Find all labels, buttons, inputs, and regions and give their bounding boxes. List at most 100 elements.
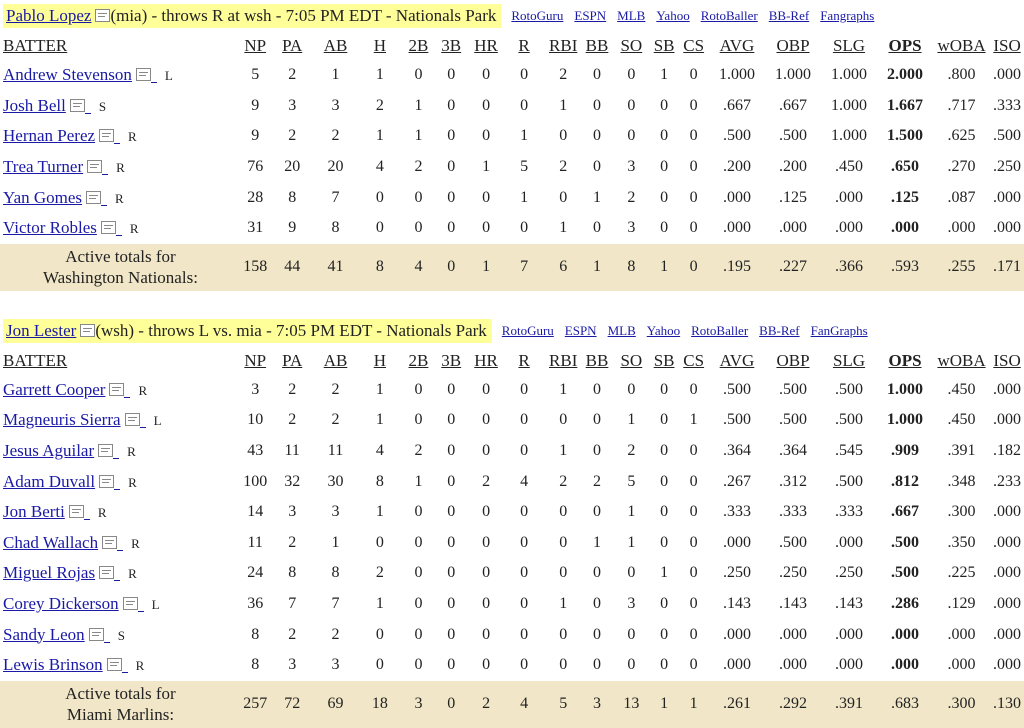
site-link-rotoguru[interactable]: RotoGuru	[501, 322, 554, 338]
column-header-iso[interactable]: ISO	[993, 36, 1021, 55]
column-header-3b[interactable]: 3B	[441, 36, 462, 55]
column-header-bb[interactable]: BB	[585, 36, 609, 55]
site-link-bbref[interactable]: BB-Ref	[768, 8, 810, 23]
stat-r: 1	[520, 127, 529, 145]
notes-icon[interactable]	[122, 597, 138, 611]
column-header-so[interactable]: SO	[620, 350, 643, 370]
notes-icon[interactable]	[86, 190, 102, 204]
column-header-sb[interactable]: SB	[653, 350, 675, 370]
notes-icon[interactable]	[80, 323, 96, 337]
site-link-fangraphs[interactable]: FanGraphs	[810, 322, 868, 338]
column-header-r[interactable]: R	[518, 350, 530, 370]
notes-icon[interactable]	[88, 627, 104, 641]
notes-icon[interactable]	[87, 160, 103, 174]
notes-icon[interactable]	[109, 382, 125, 396]
pitcher-name-link[interactable]: Jon Lester	[6, 320, 77, 340]
column-header-obp[interactable]: OBP	[776, 350, 810, 370]
batter-name-link[interactable]: Corey Dickerson	[3, 594, 119, 614]
column-header-woba[interactable]: wOBA	[937, 36, 986, 55]
column-header-avg[interactable]: AVG	[719, 36, 755, 55]
pitcher-name-link[interactable]: Pablo Lopez	[6, 6, 92, 25]
column-header-3b[interactable]: 3B	[441, 350, 462, 370]
notes-icon[interactable]	[98, 444, 114, 458]
stat-cs: 0	[689, 595, 698, 613]
column-header-iso[interactable]: ISO	[993, 350, 1021, 370]
site-link-espn[interactable]: ESPN	[574, 8, 607, 23]
notes-icon[interactable]	[99, 129, 115, 143]
stat-avg: .143	[723, 595, 751, 613]
batter-cell: Andrew Stevenson L	[0, 60, 241, 91]
notes-icon[interactable]	[124, 413, 140, 427]
column-header-rbi[interactable]: RBI	[549, 350, 578, 370]
column-header-h[interactable]: H	[373, 36, 387, 55]
batter-name-link[interactable]: Lewis Brinson	[3, 655, 103, 675]
notes-icon[interactable]	[102, 535, 118, 549]
column-header-np[interactable]: NP	[244, 36, 267, 55]
column-header-ab[interactable]: AB	[323, 36, 348, 55]
column-header-woba[interactable]: wOBA	[937, 350, 986, 370]
notes-icon[interactable]	[135, 68, 151, 82]
column-header-slg[interactable]: SLG	[832, 350, 866, 370]
column-header-2b[interactable]: 2B	[408, 350, 429, 370]
batter-name-link[interactable]: Josh Bell	[3, 95, 66, 115]
site-link-bbref[interactable]: BB-Ref	[759, 322, 800, 338]
column-header-ops[interactable]: OPS	[888, 36, 922, 55]
site-link-fangraphs[interactable]: Fangraphs	[820, 8, 875, 23]
column-header-pa[interactable]: PA	[282, 36, 303, 55]
batter-name-link[interactable]: Victor Robles	[3, 218, 97, 238]
column-header-hr[interactable]: HR	[474, 350, 498, 370]
column-header-bb[interactable]: BB	[585, 350, 609, 370]
notes-icon[interactable]	[99, 474, 115, 488]
column-header-np[interactable]: NP	[244, 350, 267, 370]
column-header-ops[interactable]: OPS	[888, 350, 922, 370]
batter-name-link[interactable]: Magneuris Sierra	[3, 410, 121, 430]
column-header-batter[interactable]: BATTER	[3, 36, 68, 55]
stat-iso: .233	[993, 472, 1022, 490]
column-header-obp[interactable]: OBP	[776, 36, 810, 55]
column-header-h[interactable]: H	[373, 350, 387, 370]
column-header-2b[interactable]: 2B	[408, 36, 429, 55]
notes-icon[interactable]	[99, 566, 115, 580]
site-link-rotoguru[interactable]: RotoGuru	[511, 8, 564, 23]
column-header-cs[interactable]: CS	[683, 350, 705, 370]
batter-name-link[interactable]: Chad Wallach	[3, 532, 99, 552]
site-link-rotoballer[interactable]: RotoBaller	[691, 322, 749, 338]
notes-icon[interactable]	[68, 505, 84, 519]
batter-name-link[interactable]: Adam Duvall	[3, 471, 96, 491]
batter-name-link[interactable]: Andrew Stevenson	[3, 65, 132, 85]
site-link-yahoo[interactable]: Yahoo	[656, 8, 690, 23]
site-link-espn[interactable]: ESPN	[564, 322, 597, 338]
batter-name-link[interactable]: Miguel Rojas	[3, 563, 96, 583]
notes-icon[interactable]	[69, 98, 85, 112]
column-header-hr[interactable]: HR	[474, 36, 498, 55]
notes-icon[interactable]	[106, 658, 122, 672]
column-header-pa[interactable]: PA	[282, 350, 303, 370]
batter-name-link[interactable]: Yan Gomes	[3, 187, 83, 207]
column-header-cs[interactable]: CS	[683, 36, 705, 55]
site-link-yahoo[interactable]: Yahoo	[646, 322, 681, 338]
stat-hr: 0	[482, 503, 491, 521]
stat-pa: 3	[288, 503, 297, 521]
site-link-mlb[interactable]: MLB	[607, 322, 636, 338]
column-header-ab[interactable]: AB	[323, 350, 348, 370]
column-header-batter[interactable]: BATTER	[3, 350, 68, 370]
batter-name-link[interactable]: Jon Berti	[3, 502, 65, 522]
batter-name-link[interactable]: Trea Turner	[3, 157, 84, 177]
column-header-avg[interactable]: AVG	[719, 350, 755, 370]
stat-slg: .500	[835, 472, 863, 490]
batter-name-link[interactable]: Hernan Perez	[3, 126, 96, 146]
batter-name-link[interactable]: Garrett Cooper	[3, 379, 106, 399]
column-header-rbi[interactable]: RBI	[549, 36, 578, 55]
stat-np: 14	[247, 503, 264, 521]
batter-name-link[interactable]: Sandy Leon	[3, 624, 85, 644]
notes-icon[interactable]	[95, 9, 111, 22]
stat-ops: .000	[891, 656, 919, 674]
notes-icon[interactable]	[100, 221, 116, 235]
column-header-r[interactable]: R	[518, 36, 530, 55]
site-link-mlb[interactable]: MLB	[617, 8, 646, 23]
column-header-sb[interactable]: SB	[653, 36, 675, 55]
batter-name-link[interactable]: Jesus Aguilar	[3, 441, 95, 461]
site-link-rotoballer[interactable]: RotoBaller	[700, 8, 758, 23]
column-header-so[interactable]: SO	[620, 36, 643, 55]
column-header-slg[interactable]: SLG	[832, 36, 866, 55]
